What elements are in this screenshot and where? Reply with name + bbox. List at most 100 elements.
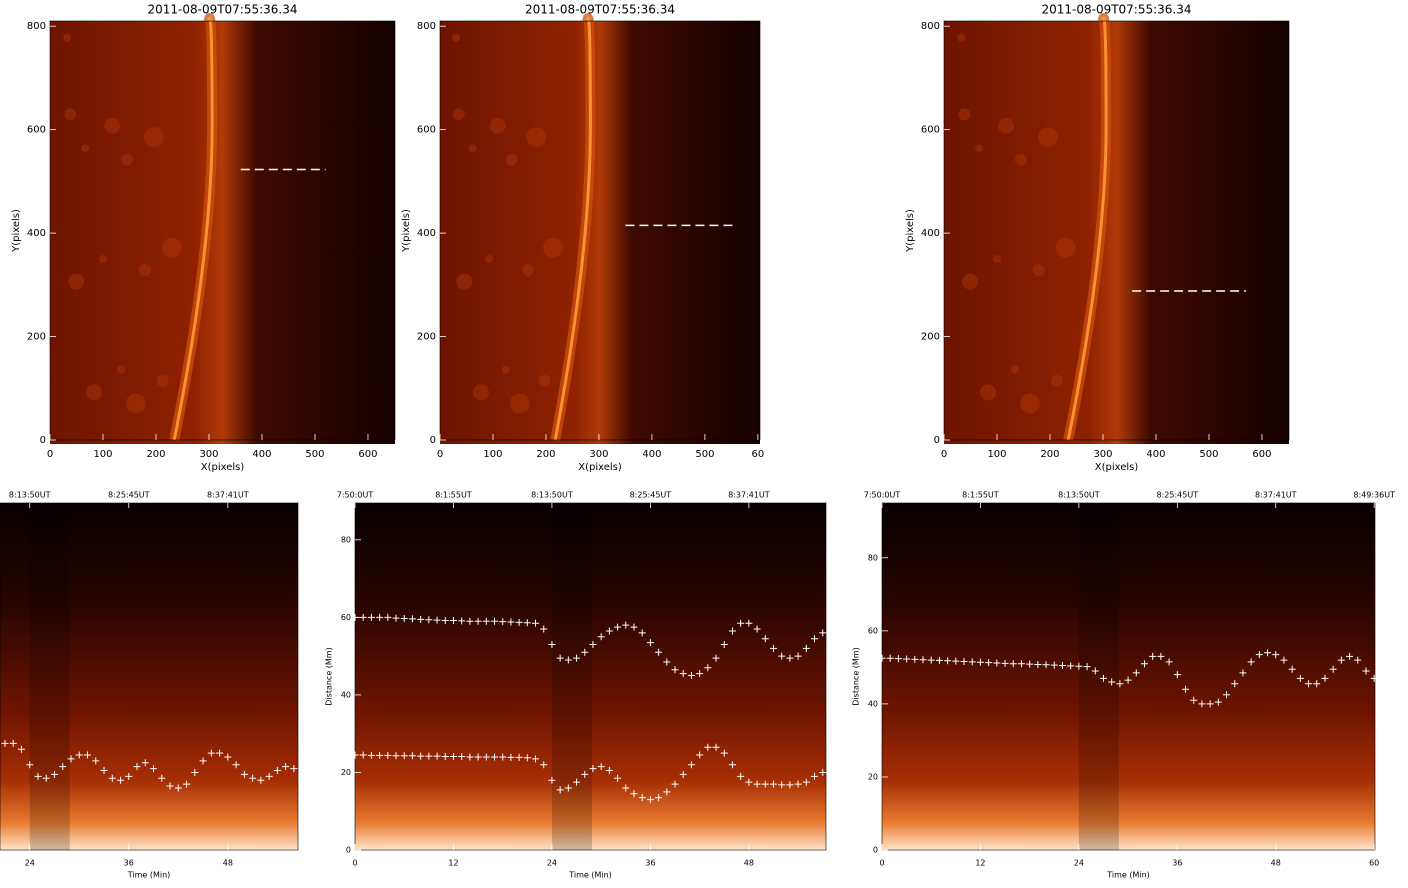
plus-marker — [638, 629, 646, 637]
plus-marker — [786, 781, 794, 789]
plus-marker — [100, 767, 108, 775]
plus-marker — [1141, 660, 1148, 668]
active-region — [472, 384, 489, 401]
active-region — [505, 153, 518, 166]
plus-marker — [1296, 674, 1304, 682]
x-tick-label: 400 — [642, 449, 661, 460]
active-region — [957, 33, 966, 42]
plus-marker — [753, 780, 761, 788]
active-region — [958, 108, 971, 121]
top-time-label: 8:25:45UT — [1157, 491, 1199, 500]
plus-marker — [745, 619, 753, 627]
plus-marker — [655, 794, 663, 802]
plus-marker — [589, 765, 597, 773]
active-region — [485, 254, 494, 263]
plus-marker — [408, 752, 416, 760]
plus-marker — [671, 666, 679, 674]
x-tick-label: 48 — [223, 859, 233, 868]
top-time-label: 8:37:41UT — [1255, 491, 1297, 500]
top-time-label: 8:1:55UT — [435, 491, 472, 500]
plus-marker — [1239, 669, 1247, 677]
plus-marker — [433, 752, 441, 760]
plus-marker — [944, 657, 952, 665]
plus-marker — [1173, 671, 1181, 679]
x-tick-label: 36 — [645, 859, 655, 868]
x-tick-label: 200 — [146, 449, 165, 460]
plus-marker — [679, 770, 687, 778]
x-tick-label: 500 — [1199, 449, 1218, 460]
plus-marker — [1370, 674, 1378, 682]
frame — [0, 502, 299, 851]
y-tick-label: 60 — [341, 613, 351, 622]
x-tick-label: 600 — [358, 449, 377, 460]
plus-marker — [166, 782, 174, 790]
active-region — [99, 254, 108, 263]
x-axis-label: Time (Min) — [127, 871, 171, 880]
plus-marker — [1108, 678, 1116, 686]
plus-marker — [935, 656, 943, 664]
plus-marker — [216, 749, 224, 757]
plus-marker — [540, 761, 548, 769]
plus-marker — [622, 621, 630, 629]
plus-marker — [199, 757, 207, 765]
y-tick-label: 600 — [921, 125, 940, 136]
x-tick-label: 0 — [879, 859, 884, 868]
y-tick-label: 40 — [341, 690, 351, 699]
plus-marker — [474, 617, 482, 625]
plus-marker — [523, 619, 531, 627]
x-tick-label: 100 — [93, 449, 112, 460]
plus-marker — [819, 768, 827, 776]
top-time-label: 8:49:36UT — [1353, 491, 1395, 500]
plus-marker — [761, 635, 769, 643]
y-tick-label: 20 — [341, 768, 351, 777]
plus-marker — [17, 745, 25, 753]
plus-marker — [265, 772, 273, 780]
dark-band — [1078, 503, 1119, 850]
plus-marker — [117, 776, 125, 784]
plus-marker — [630, 623, 638, 631]
y-tick-label: 80 — [341, 535, 351, 544]
plus-marker — [1165, 658, 1173, 666]
y-tick-label: 60 — [868, 626, 878, 635]
plus-marker — [646, 796, 654, 804]
active-region — [468, 144, 477, 153]
plus-marker — [367, 751, 375, 759]
plus-marker — [712, 743, 720, 751]
limb — [553, 16, 592, 441]
plus-marker — [638, 794, 646, 802]
limb — [1066, 16, 1108, 441]
plus-marker — [564, 784, 572, 792]
plus-marker — [224, 753, 232, 761]
plus-marker — [819, 629, 827, 637]
y-axis-label: Y(pixels) — [905, 209, 916, 253]
top-time-label: 7:50:0UT — [337, 491, 374, 500]
plus-marker — [671, 780, 679, 788]
active-region — [980, 384, 997, 401]
plus-marker — [903, 655, 911, 663]
y-tick-label: 400 — [921, 228, 940, 239]
plus-marker — [376, 613, 384, 621]
plus-marker — [564, 656, 572, 664]
plus-marker — [679, 670, 687, 678]
active-region — [156, 374, 169, 387]
frame — [354, 502, 827, 851]
active-region — [1050, 374, 1063, 387]
active-region — [86, 384, 103, 401]
solar-image — [440, 21, 760, 444]
plus-marker — [589, 641, 597, 649]
plus-marker — [507, 753, 515, 761]
plus-marker — [282, 763, 290, 771]
y-tick-label: 600 — [417, 125, 436, 136]
plus-marker — [359, 751, 367, 759]
plus-marker — [687, 761, 695, 769]
active-region — [962, 273, 979, 290]
top-time-label: 8:37:41UT — [207, 491, 249, 500]
frame — [881, 502, 1376, 851]
plus-marker — [985, 659, 993, 667]
plus-marker — [655, 648, 663, 656]
plus-marker — [26, 761, 34, 769]
plus-marker — [778, 781, 786, 789]
time-distance-map — [355, 503, 826, 850]
x-tick-label: 48 — [744, 859, 754, 868]
plus-marker — [384, 751, 392, 759]
